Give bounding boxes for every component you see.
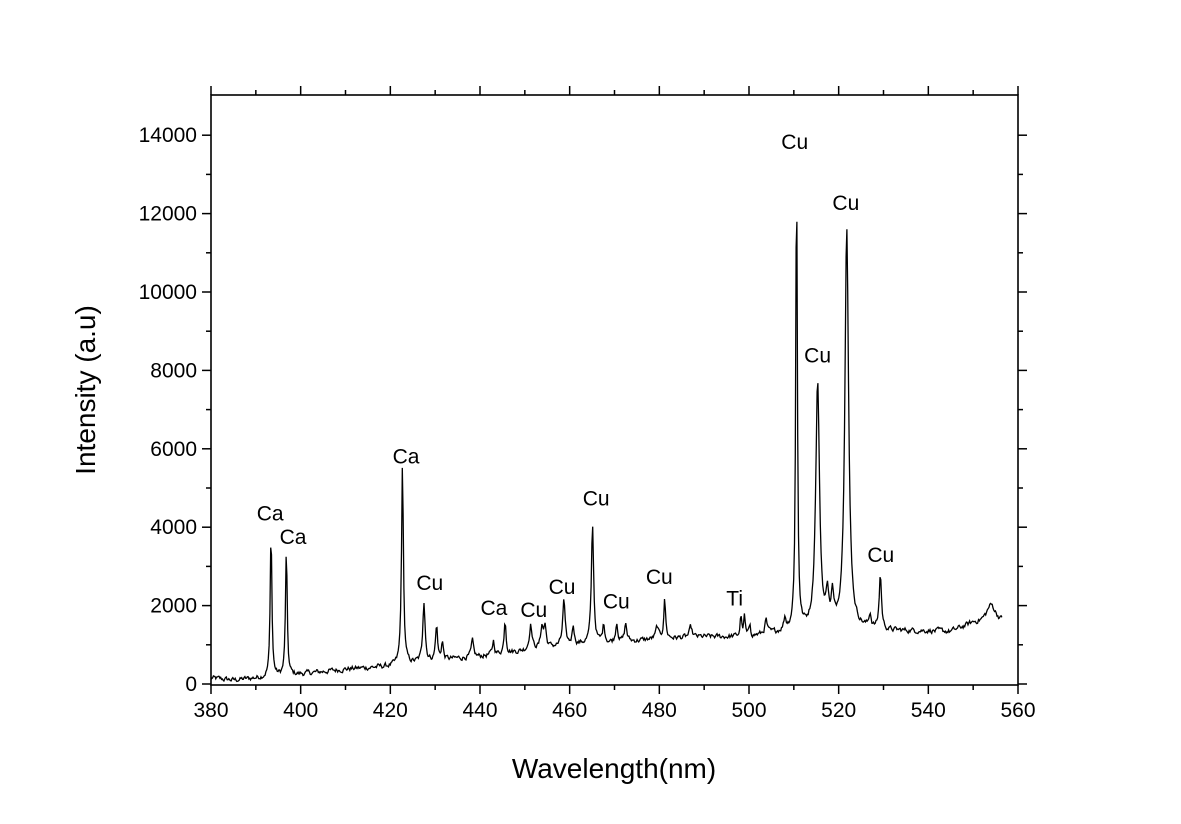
y-tick-label: 0 [185, 673, 197, 696]
y-tick-label: 12000 [139, 203, 197, 226]
x-tick-label: 440 [462, 699, 497, 722]
spectrum-line [210, 221, 1003, 683]
peak-label: Cu [583, 487, 610, 510]
x-tick-label: 380 [193, 699, 228, 722]
peak-label: Cu [781, 131, 808, 154]
x-tick-label: 560 [1000, 699, 1035, 722]
x-tick-label: 520 [821, 699, 856, 722]
y-tick-label: 4000 [150, 516, 197, 539]
peak-label: Cu [416, 572, 443, 595]
x-tick-labels: 380 400 420 440 460 480 500 520 540 560 [193, 699, 1035, 722]
peak-label: Ca [393, 445, 420, 468]
peak-label: Cu [646, 566, 673, 589]
peak-label: Cu [867, 544, 894, 567]
y-axis-label: Intensity (a.u) [70, 305, 101, 475]
peak-label: Cu [549, 576, 576, 599]
x-tick-label: 540 [911, 699, 946, 722]
x-tick-label: 460 [552, 699, 587, 722]
axis-ticks [202, 86, 1027, 694]
x-axis-label: Wavelength(nm) [512, 753, 716, 784]
peak-label: Ca [280, 526, 307, 549]
y-tick-label: 10000 [139, 281, 197, 304]
y-tick-label: 2000 [150, 595, 197, 618]
peak-label: Ca [480, 597, 507, 620]
peak-label: Cu [804, 344, 831, 367]
peak-label: Ti [726, 587, 743, 610]
peak-label: Cu [832, 192, 859, 215]
y-tick-label: 8000 [150, 359, 197, 382]
y-tick-labels: 0 2000 4000 6000 8000 10000 12000 14000 [139, 124, 197, 696]
peak-label: Cu [520, 599, 547, 622]
x-tick-label: 500 [731, 699, 766, 722]
peak-label: Cu [603, 591, 630, 614]
x-tick-label: 480 [642, 699, 677, 722]
x-tick-label: 400 [283, 699, 318, 722]
y-tick-label: 6000 [150, 438, 197, 461]
x-tick-label: 420 [373, 699, 408, 722]
y-tick-label: 14000 [139, 124, 197, 147]
peak-label: Ca [257, 503, 284, 526]
plot-frame [210, 94, 1019, 686]
